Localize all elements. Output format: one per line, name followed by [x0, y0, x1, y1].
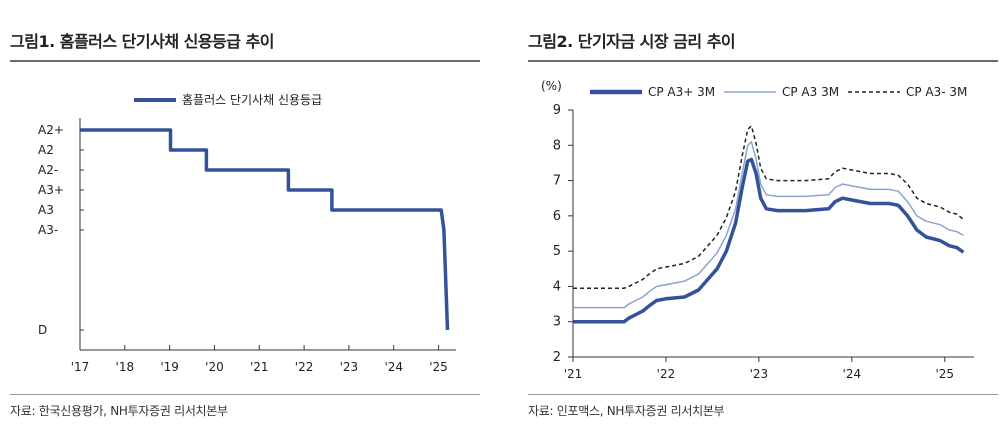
x-tick-label: '25 [429, 360, 448, 374]
y-tick-label: A3+ [38, 183, 64, 197]
chart1-plot: 홈플러스 단기사채 신용등급 D A3- A3 A3+ A2- A2 A2+ '17 '18 '19… [38, 93, 456, 374]
y-tick-label: 6 [553, 209, 561, 224]
y-tick-label: 2 [553, 350, 561, 365]
y-tick-label: 7 [553, 174, 561, 189]
series-line-1 [573, 141, 964, 309]
chart2-title: 그림2. 단기자금 시장 금리 추이 [528, 32, 736, 51]
series-line-2 [573, 125, 964, 289]
legend-label-0: CP A3+ 3M [648, 85, 715, 99]
y-tick-label: D [38, 323, 47, 337]
y-tick-label: 4 [553, 279, 561, 294]
x-tick-label: '21 [564, 367, 583, 381]
x-tick-label: '23 [750, 367, 769, 381]
x-tick-label: '23 [340, 360, 359, 374]
y-tick-label: A3- [38, 223, 58, 237]
legend-label-1: CP A3 3M [782, 85, 839, 99]
x-tick-label: '20 [205, 360, 224, 374]
y-tick-label: 8 [553, 138, 561, 153]
x-tick-label: '18 [116, 360, 135, 374]
chart2-title-rule [528, 60, 998, 62]
x-tick-label: '24 [384, 360, 403, 374]
y-tick-label: A2 [38, 143, 54, 157]
y-tick-label: 3 [553, 315, 561, 330]
y-tick-label: 9 [553, 103, 561, 118]
y-tick-label: A2- [38, 163, 58, 177]
series-line-rating [80, 128, 450, 331]
x-tick-label: '22 [657, 367, 676, 381]
x-tick-label: '17 [71, 360, 90, 374]
x-tick-label: '24 [843, 367, 862, 381]
x-tick-label: '22 [295, 360, 314, 374]
x-tick-label: '21 [250, 360, 269, 374]
legend-label-2: CP A3- 3M [906, 85, 967, 99]
series-line-0 [573, 157, 965, 324]
chart2-source-rule [528, 394, 998, 395]
legend-label-rating: 홈플러스 단기사채 신용등급 [182, 93, 322, 107]
chart1-source: 자료: 한국신용평가, NH투자증권 리서치본부 [10, 404, 228, 418]
y-axis-unit: (%) [541, 79, 562, 93]
chart1-title: 그림1. 홈플러스 단기사채 신용등급 추이 [10, 32, 275, 51]
y-tick-label: A2+ [38, 123, 64, 137]
rate-chart-panel: 그림2. 단기자금 시장 금리 추이 (%) CP A3+ 3M CP A3 3M C… [528, 0, 998, 443]
y-tick-label: 5 [553, 244, 561, 259]
x-tick-label: '19 [160, 360, 179, 374]
chart2-source: 자료: 인포맥스, NH투자증권 리서치본부 [528, 404, 725, 418]
y-tick-label: A3 [38, 203, 54, 217]
chart2-plot: (%) CP A3+ 3M CP A3 3M CP A3- 3M 2 3 4 5 6 7 8 9 '21… [541, 79, 974, 381]
rating-chart-panel: 그림1. 홈플러스 단기사채 신용등급 추이 홈플러스 단기사채 신용등급 D A3… [10, 0, 480, 443]
chart1-title-rule [10, 60, 480, 62]
chart1-source-rule [10, 394, 480, 395]
x-tick-label: '25 [935, 367, 954, 381]
